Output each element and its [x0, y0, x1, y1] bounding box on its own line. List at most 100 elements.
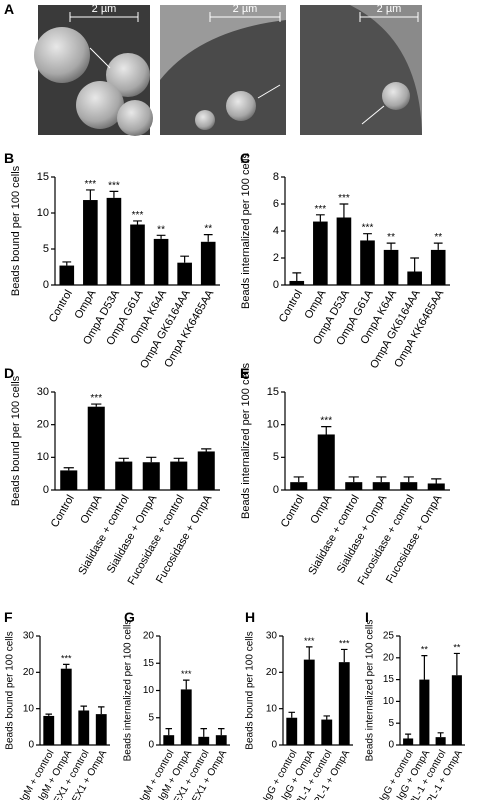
bar — [403, 738, 414, 745]
bar — [313, 221, 328, 285]
error-bar — [201, 448, 212, 452]
error-bar — [203, 234, 213, 242]
y-tick-label: 5 — [388, 718, 394, 729]
y-axis-label: Beads internalized per 100 cells — [240, 363, 252, 519]
significance-label: *** — [362, 223, 374, 234]
bar — [170, 461, 188, 490]
y-axis-label: Beads bound per 100 cells — [10, 165, 22, 296]
y-tick-label: 15 — [143, 658, 155, 669]
significance-label: *** — [304, 636, 315, 646]
error-bar — [288, 711, 296, 718]
y-tick-label: 10 — [266, 703, 278, 714]
bar — [215, 735, 227, 745]
significance-label: ** — [387, 232, 395, 243]
error-bar — [217, 728, 225, 736]
significance-label: *** — [90, 393, 102, 404]
bar — [435, 737, 446, 745]
significance-label: *** — [61, 653, 72, 663]
y-tick-label: 0 — [28, 740, 34, 751]
error-bar — [80, 705, 88, 711]
y-tick-label: 20 — [23, 667, 35, 678]
x-tick-label: Control — [277, 288, 305, 325]
significance-label: *** — [181, 669, 192, 679]
error-bar — [437, 732, 444, 738]
y-tick-label: 0 — [43, 484, 49, 496]
x-tick-label: Sialidase + OmpA — [335, 492, 390, 575]
significance-label: *** — [339, 638, 350, 648]
bar — [142, 462, 160, 490]
bar — [336, 217, 352, 285]
x-tick-label: Sialidase + control — [76, 493, 131, 577]
y-tick-label: 15 — [37, 171, 49, 183]
y-tick-label: 15 — [267, 386, 279, 398]
error-bar — [85, 189, 95, 201]
bar — [59, 265, 75, 285]
bar — [197, 451, 215, 490]
y-axis-label: Beads bound per 100 cells — [5, 631, 16, 749]
bar — [430, 249, 446, 285]
error-bar — [340, 648, 348, 663]
bar — [130, 224, 145, 285]
error-bar — [63, 467, 74, 471]
y-tick-label: 0 — [273, 279, 279, 291]
panel-label: F — [4, 609, 13, 625]
bar — [83, 200, 98, 285]
error-bar — [410, 257, 420, 272]
x-tick-label: Sialidase + control — [306, 493, 361, 577]
error-bar — [293, 476, 304, 483]
bar — [60, 470, 78, 490]
significance-label: ** — [421, 645, 429, 655]
error-bar — [421, 655, 428, 680]
bar — [321, 719, 333, 745]
y-tick-label: 30 — [266, 631, 278, 642]
micrograph — [34, 5, 153, 136]
error-bar — [376, 476, 387, 483]
bar — [198, 736, 210, 745]
significance-label: ** — [204, 224, 212, 235]
y-axis-label: Beads internalized per 100 cells — [240, 153, 252, 309]
x-tick-label: Control — [47, 288, 75, 325]
y-tick-label: 2 — [273, 252, 279, 264]
y-tick-label: 0 — [148, 740, 154, 751]
y-tick-label: 4 — [273, 225, 279, 237]
significance-label: *** — [320, 416, 332, 427]
y-tick-label: 8 — [273, 171, 279, 183]
x-tick-label: Control — [49, 493, 77, 530]
y-tick-label: 20 — [37, 419, 49, 431]
bar — [317, 434, 335, 490]
panel-label: I — [365, 609, 369, 625]
significance-label: *** — [338, 193, 350, 204]
bar — [419, 679, 430, 745]
x-tick-label: Control — [279, 493, 307, 530]
panel-label: A — [4, 1, 14, 17]
x-tick-label: OmpA — [78, 492, 104, 526]
y-tick-label: 20 — [266, 667, 278, 678]
panel-label: H — [245, 609, 255, 625]
bar — [383, 249, 399, 285]
panel-label: E — [240, 365, 249, 381]
y-axis-label: Beads bound per 100 cells — [245, 631, 256, 749]
bar — [427, 483, 445, 490]
bar — [338, 662, 350, 745]
y-tick-label: 0 — [271, 740, 277, 751]
y-tick-label: 5 — [43, 243, 49, 255]
scale-bar-label: 2 µm — [233, 3, 258, 15]
bar — [43, 715, 55, 745]
y-tick-label: 10 — [37, 207, 49, 219]
y-tick-label: 20 — [143, 631, 155, 642]
error-bar — [405, 733, 412, 739]
error-bar — [433, 242, 443, 250]
bar — [407, 271, 422, 285]
bar — [95, 714, 107, 745]
error-bar — [146, 456, 157, 463]
bar — [372, 482, 390, 490]
error-bar — [431, 478, 442, 484]
y-tick-label: 6 — [273, 198, 279, 210]
error-bar — [156, 234, 166, 239]
panel-label: D — [4, 365, 14, 381]
error-bar — [97, 706, 105, 715]
y-tick-label: 0 — [273, 484, 279, 496]
error-bar — [339, 203, 349, 218]
y-tick-label: 0 — [388, 740, 394, 751]
y-tick-label: 20 — [383, 652, 395, 663]
